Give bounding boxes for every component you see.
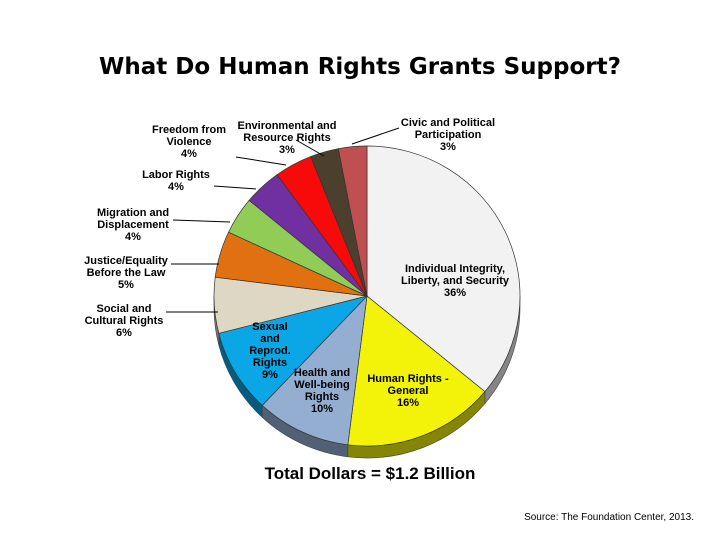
leader-line [235,156,287,166]
slice-name-label: Cultural Rights [85,315,164,327]
chart-title: What Do Human Rights Grants Support? [99,54,621,80]
slice-name-label: Civic and Political [401,117,495,129]
slice-name-label: Resource Rights [243,132,330,144]
slice-name-label: Liberty, and Security [401,275,510,287]
slice-name-label: Displacement [97,219,169,231]
leader-line [213,185,257,190]
pie-labels: Individual Integrity,Liberty, and Securi… [84,117,510,415]
leader-line [172,219,231,223]
slice-name-label: Rights [253,357,287,369]
slice-name-label: Migration and [97,207,169,219]
slice-percent-label: 10% [311,403,333,415]
slice-percent-label: 3% [440,141,456,153]
slice-name-label: Well-being [294,379,349,391]
slice-name-label: Labor Rights [142,169,210,181]
slice-percent-label: 36% [444,287,466,299]
slice-name-label: Rights [305,391,339,403]
slice-name-label: Social and [96,303,151,315]
slice-percent-label: 4% [125,231,141,243]
slice-percent-label: 6% [116,327,132,339]
pie-slice [218,295,369,406]
slice-name-label: Sexual [252,321,287,333]
slice-percent-label: 16% [397,397,419,409]
slice-name-label: Participation [415,129,482,141]
leader-line [295,139,325,157]
slice-name-label: and [260,333,280,345]
leader-line [351,127,400,145]
pie-slice [261,294,368,446]
pie-slices [213,145,521,447]
slice-name-label: Violence [166,136,211,148]
slice-name-label: Before the Law [87,267,166,279]
slice-percent-label: 4% [181,148,197,160]
total-dollars-label: Total Dollars = $1.2 Billion [264,464,476,483]
slice-percent-label: 4% [168,181,184,193]
pie-slice [347,295,486,447]
slice-name-label: Human Rights - [367,373,449,385]
pie-slice [337,145,368,297]
slice-name-label: Freedom from [152,124,226,136]
pie-side-walls [213,295,521,459]
source-note: Source: The Foundation Center, 2013. [524,512,694,523]
pie-slice [366,145,521,393]
slice-percent-label: 3% [279,144,295,156]
slice-name-label: Reprod. [249,345,291,357]
slice-percent-label: 5% [118,279,134,291]
slice-name-label: Individual Integrity, [405,263,505,275]
slice-name-label: Health and [294,367,350,379]
slice-name-label: Justice/Equality [84,255,169,267]
slice-percent-label: 9% [262,369,278,381]
slice-name-label: Environmental and [237,120,336,132]
slice-name-label: General [388,385,429,397]
